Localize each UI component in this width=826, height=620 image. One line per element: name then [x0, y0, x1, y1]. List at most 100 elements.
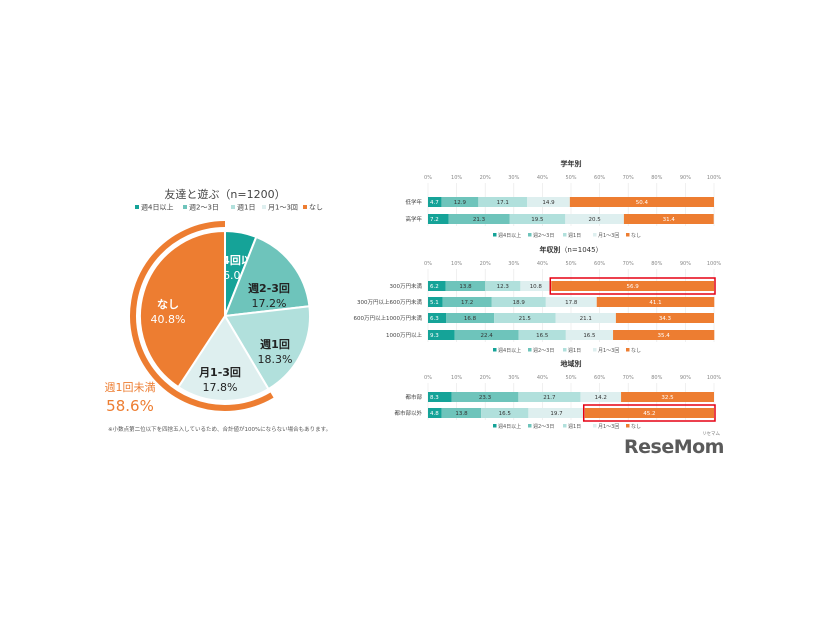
pie-slice — [176, 314, 270, 402]
axis-tick-label: 30% — [508, 375, 519, 381]
bar-data-label: 5.1 — [430, 300, 439, 306]
bar-data-label: 35.4 — [658, 333, 671, 339]
axis-tick-label: 0% — [424, 375, 432, 381]
bar-legend-label: 週1日 — [568, 423, 581, 430]
bar-legend-swatch — [493, 424, 497, 428]
axis-tick-label: 10% — [451, 375, 462, 381]
bar-segment — [454, 330, 519, 340]
bar-legend-label: 週2～3日 — [533, 347, 554, 354]
bar-data-label: 21.7 — [543, 395, 556, 401]
bar-data-label: 21.3 — [473, 217, 486, 223]
pie-slice-value: 17.8% — [203, 381, 238, 394]
resemom-logo: ReseMom — [624, 436, 724, 458]
bar-data-label: 56.9 — [627, 284, 640, 290]
bar-category-label: 都市部以外 — [394, 409, 422, 417]
bar-data-label: 17.8 — [565, 300, 578, 306]
bar-segment — [485, 281, 521, 291]
bar-segment — [491, 297, 546, 307]
axis-tick-label: 0% — [424, 175, 432, 181]
pie-slice-name: 週2-3回 — [248, 281, 290, 295]
axis-tick-label: 100% — [707, 261, 722, 267]
pie-slice-value: 18.3% — [258, 353, 293, 366]
bar-legend-swatch — [493, 233, 497, 237]
bar-data-label: 45.2 — [643, 411, 655, 417]
bar-segment — [551, 281, 714, 291]
bar-legend-swatch — [593, 348, 597, 352]
pie-legend-swatch — [183, 205, 187, 209]
axis-tick-label: 80% — [651, 375, 662, 381]
bar-legend-label: 月1～3回 — [598, 424, 619, 430]
bar-segment — [528, 408, 585, 418]
axis-tick-label: 50% — [565, 175, 576, 181]
bar-data-label: 23.3 — [479, 395, 492, 401]
pie-callout-label: 週1回未満 — [105, 381, 156, 394]
bar-data-label: 9.3 — [430, 333, 439, 339]
axis-tick-label: 60% — [594, 375, 605, 381]
bar-segment — [428, 281, 446, 291]
bar-segment — [527, 197, 570, 207]
bar-legend-label: 週4日以上 — [498, 347, 521, 354]
highlight-box — [582, 404, 716, 422]
bar-segment — [580, 392, 622, 402]
bar-data-label: 6.2 — [430, 284, 439, 290]
bar-segment — [545, 297, 597, 307]
bar-segment — [518, 330, 566, 340]
axis-tick-label: 90% — [680, 375, 691, 381]
bar-data-label: 41.1 — [649, 300, 661, 306]
axis-tick-label: 90% — [680, 261, 691, 267]
bar-segment — [565, 214, 624, 224]
bar-segment — [520, 281, 552, 291]
pie-legend-label: 月1～3回 — [268, 204, 298, 212]
bar-segment — [569, 197, 714, 207]
bar-legend-label: 週4日以上 — [498, 232, 521, 239]
bar-legend-label: 月1～3回 — [598, 233, 619, 239]
bar-legend-swatch — [563, 233, 567, 237]
bar-data-label: 21.1 — [580, 316, 592, 322]
axis-tick-label: 20% — [480, 375, 491, 381]
axis-tick-label: 80% — [651, 175, 662, 181]
bar-segment — [428, 214, 449, 224]
axis-tick-label: 100% — [707, 375, 722, 381]
axis-tick-label: 40% — [537, 375, 548, 381]
pie-legend-swatch — [135, 205, 139, 209]
axis-tick-label: 70% — [623, 261, 634, 267]
bar-data-label: 16.5 — [536, 333, 549, 339]
bar-segment — [451, 392, 519, 402]
bar-segment — [448, 214, 510, 224]
bar-legend-label: 週1日 — [568, 232, 581, 239]
axis-tick-label: 40% — [537, 261, 548, 267]
bar-data-label: 4.7 — [430, 200, 439, 206]
bar-data-label: 20.5 — [588, 217, 601, 223]
bar-legend-label: なし — [631, 347, 641, 354]
bar-category-label: 600万円以上1000万円未満 — [354, 314, 423, 322]
axis-tick-label: 50% — [565, 375, 576, 381]
pie-legend-swatch — [231, 205, 235, 209]
bar-segment — [565, 330, 614, 340]
pie-callout-value: 58.6% — [106, 397, 154, 415]
bar-segment — [623, 214, 714, 224]
bar-chart-title: 地域別 — [561, 359, 582, 368]
bar-data-label: 19.5 — [531, 217, 544, 223]
axis-tick-label: 100% — [707, 175, 722, 181]
bar-segment — [446, 313, 495, 323]
bar-chart-subtitle: （n=1045） — [560, 246, 602, 254]
bar-segment — [442, 297, 492, 307]
bar-data-label: 12.9 — [454, 200, 467, 206]
bar-segment — [428, 197, 442, 207]
bar-legend-swatch — [493, 348, 497, 352]
bar-data-label: 16.5 — [583, 333, 596, 339]
axis-tick-label: 40% — [537, 175, 548, 181]
bar-data-label: 6.3 — [430, 316, 439, 322]
bar-legend-label: なし — [631, 423, 641, 430]
pie-legend-label: 週1日 — [237, 203, 255, 212]
pie-slice — [223, 235, 311, 318]
bar-segment — [428, 408, 442, 418]
bar-legend-swatch — [626, 233, 630, 237]
bar-legend-swatch — [626, 348, 630, 352]
highlight-box — [549, 277, 716, 295]
bar-data-label: 14.2 — [595, 395, 607, 401]
bar-segment — [509, 214, 566, 224]
bar-data-label: 8.3 — [430, 395, 439, 401]
axis-tick-label: 20% — [480, 261, 491, 267]
